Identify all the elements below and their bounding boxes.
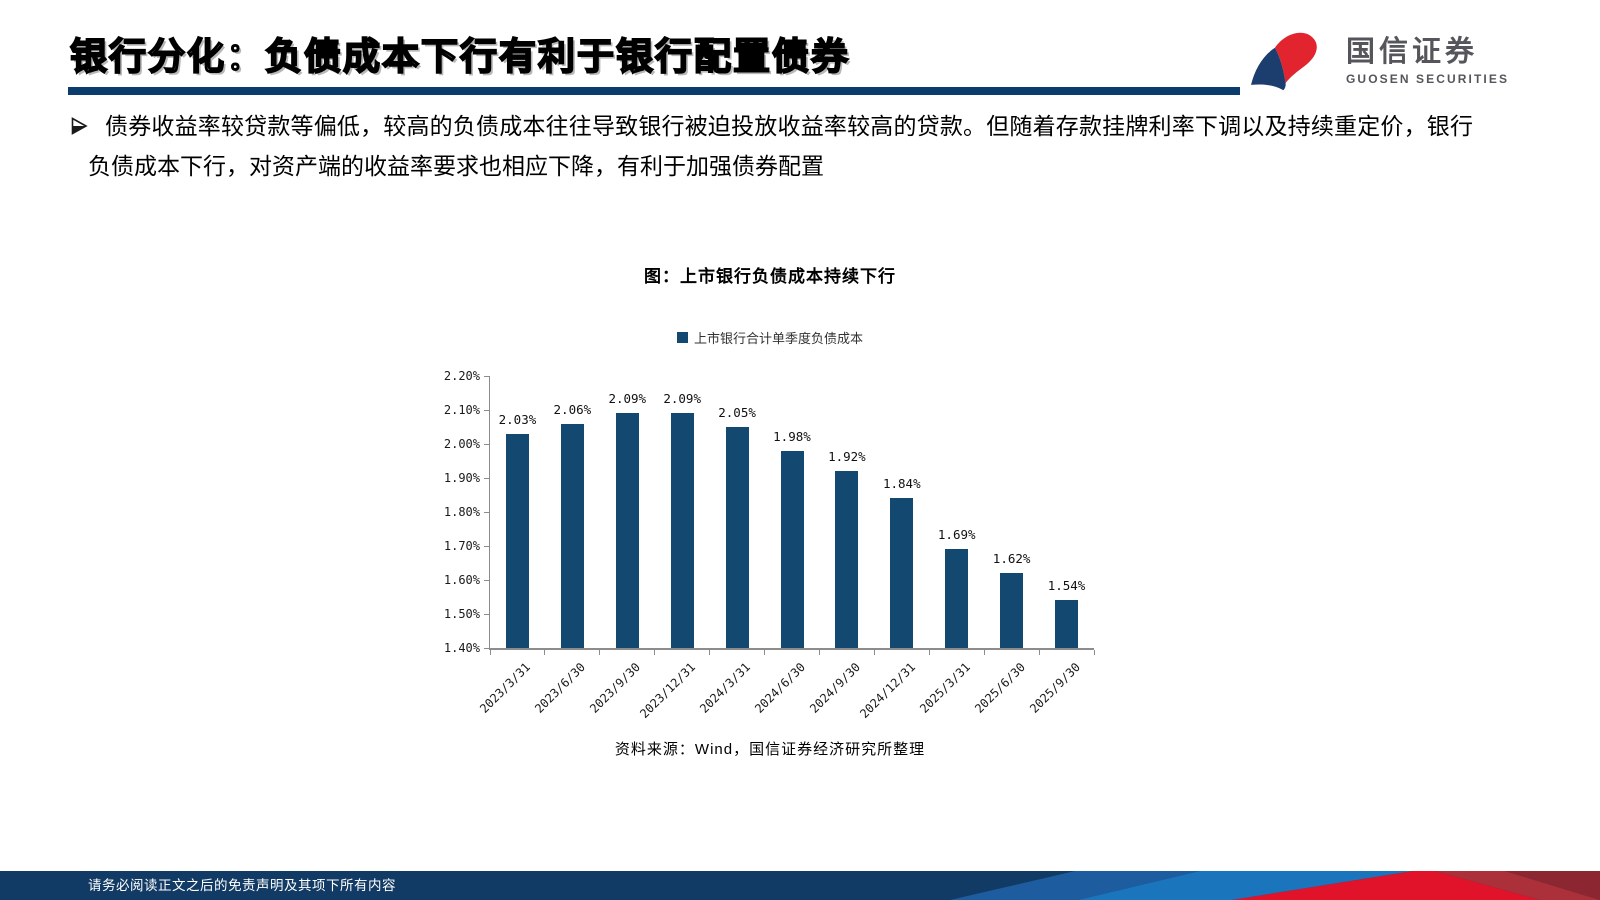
y-axis-tick	[484, 477, 490, 479]
y-axis-tick	[484, 545, 490, 547]
bar	[725, 427, 749, 648]
bar-value-label: 1.92%	[828, 449, 866, 465]
logo-name-en: GUOSEN SECURITIES	[1346, 71, 1510, 86]
bar-value-label: 1.84%	[882, 476, 921, 492]
y-axis-label: 1.40%	[443, 641, 480, 655]
bar-value-label: 2.09%	[608, 391, 647, 407]
x-axis-tick	[764, 650, 766, 655]
y-axis-tick	[484, 443, 490, 445]
bar	[1000, 573, 1024, 648]
footer-bar: 请务必阅读正文之后的免责声明及其项下所有内容	[0, 871, 1600, 900]
y-axis-tick	[484, 647, 490, 649]
bar-value-label: 1.54%	[1047, 578, 1086, 594]
x-axis-tick	[983, 650, 985, 655]
bar-value-label: 1.69%	[937, 527, 976, 543]
x-axis-tick	[1038, 650, 1040, 655]
x-axis-tick	[1093, 650, 1095, 655]
footer-disclaimer: 请务必阅读正文之后的免责声明及其项下所有内容	[88, 878, 396, 893]
logo: 国信证券 GUOSEN SECURITIES	[1244, 30, 1509, 92]
y-axis-tick	[484, 375, 490, 377]
legend-label: 上市银行合计单季度负债成本	[693, 331, 863, 346]
bar	[1055, 600, 1079, 648]
bullet-text: 债券收益率较贷款等偏低，较高的负债成本往往导致银行被迫投放收益率较高的贷款。但随…	[88, 113, 1473, 179]
y-axis-tick	[484, 409, 490, 411]
bar	[670, 413, 694, 648]
x-axis-tick	[873, 650, 875, 655]
y-axis-label: 1.70%	[443, 539, 480, 553]
footer-decoration	[0, 871, 1600, 900]
x-axis-tick	[544, 650, 546, 655]
x-axis-tick	[599, 650, 601, 655]
logo-mark-icon	[1251, 32, 1317, 91]
chart-source: 资料来源：Wind，国信证券经济研究所整理	[614, 741, 926, 758]
bar-value-label: 2.09%	[663, 391, 701, 407]
bar	[615, 413, 639, 648]
x-axis-tick	[818, 650, 820, 655]
logo-text: 国信证券 GUOSEN SECURITIES	[1346, 36, 1509, 85]
bullet-paragraph: 债券收益率较贷款等偏低，较高的负债成本往往导致银行被迫投放收益率较高的贷款。但随…	[71, 106, 1473, 186]
x-axis-tick	[928, 650, 930, 655]
legend-swatch-icon	[676, 332, 688, 343]
title-underline	[68, 87, 1240, 95]
chart-title: 图：上市银行负债成本持续下行	[644, 267, 896, 286]
bar	[890, 498, 914, 648]
bar	[560, 423, 584, 648]
y-axis-tick	[484, 511, 490, 513]
y-axis-label: 1.80%	[443, 505, 480, 519]
bar-value-label: 1.98%	[773, 428, 811, 444]
bar-value-label: 1.62%	[992, 551, 1031, 567]
y-axis-label: 1.50%	[443, 607, 480, 621]
bar-value-label: 2.06%	[553, 401, 592, 417]
y-axis-tick	[484, 613, 490, 615]
page-title: 银行分化：负债成本下行有利于银行配置债券	[69, 35, 850, 78]
bar	[780, 450, 804, 648]
bar	[835, 471, 859, 648]
bullet-arrow-icon	[71, 117, 88, 135]
bar-value-label: 2.05%	[718, 405, 756, 420]
y-axis-label: 2.10%	[443, 403, 480, 417]
bar	[945, 549, 969, 648]
y-axis-label: 1.90%	[443, 471, 480, 485]
y-axis-label: 2.20%	[443, 369, 480, 383]
x-axis-tick	[654, 650, 656, 655]
y-axis-label: 1.60%	[443, 573, 480, 587]
x-axis-tick	[489, 650, 491, 655]
x-axis-tick	[709, 650, 711, 655]
chart-figure: 图：上市银行负债成本持续下行 上市银行合计单季度负债成本 1.40% 1.50% 1…	[430, 258, 1110, 798]
plot-area: 1.40% 1.50% 1.60% 1.70% 1.80% 1.90% 2.00% 2.10%…	[444, 369, 1095, 721]
y-axis-label: 2.00%	[443, 437, 480, 451]
chart-legend: 上市银行合计单季度负债成本	[430, 328, 1110, 347]
bar	[505, 433, 529, 648]
y-axis-tick	[484, 579, 490, 581]
bar-value-label: 2.03%	[498, 411, 537, 427]
logo-name-cn: 国信证券	[1346, 36, 1479, 69]
